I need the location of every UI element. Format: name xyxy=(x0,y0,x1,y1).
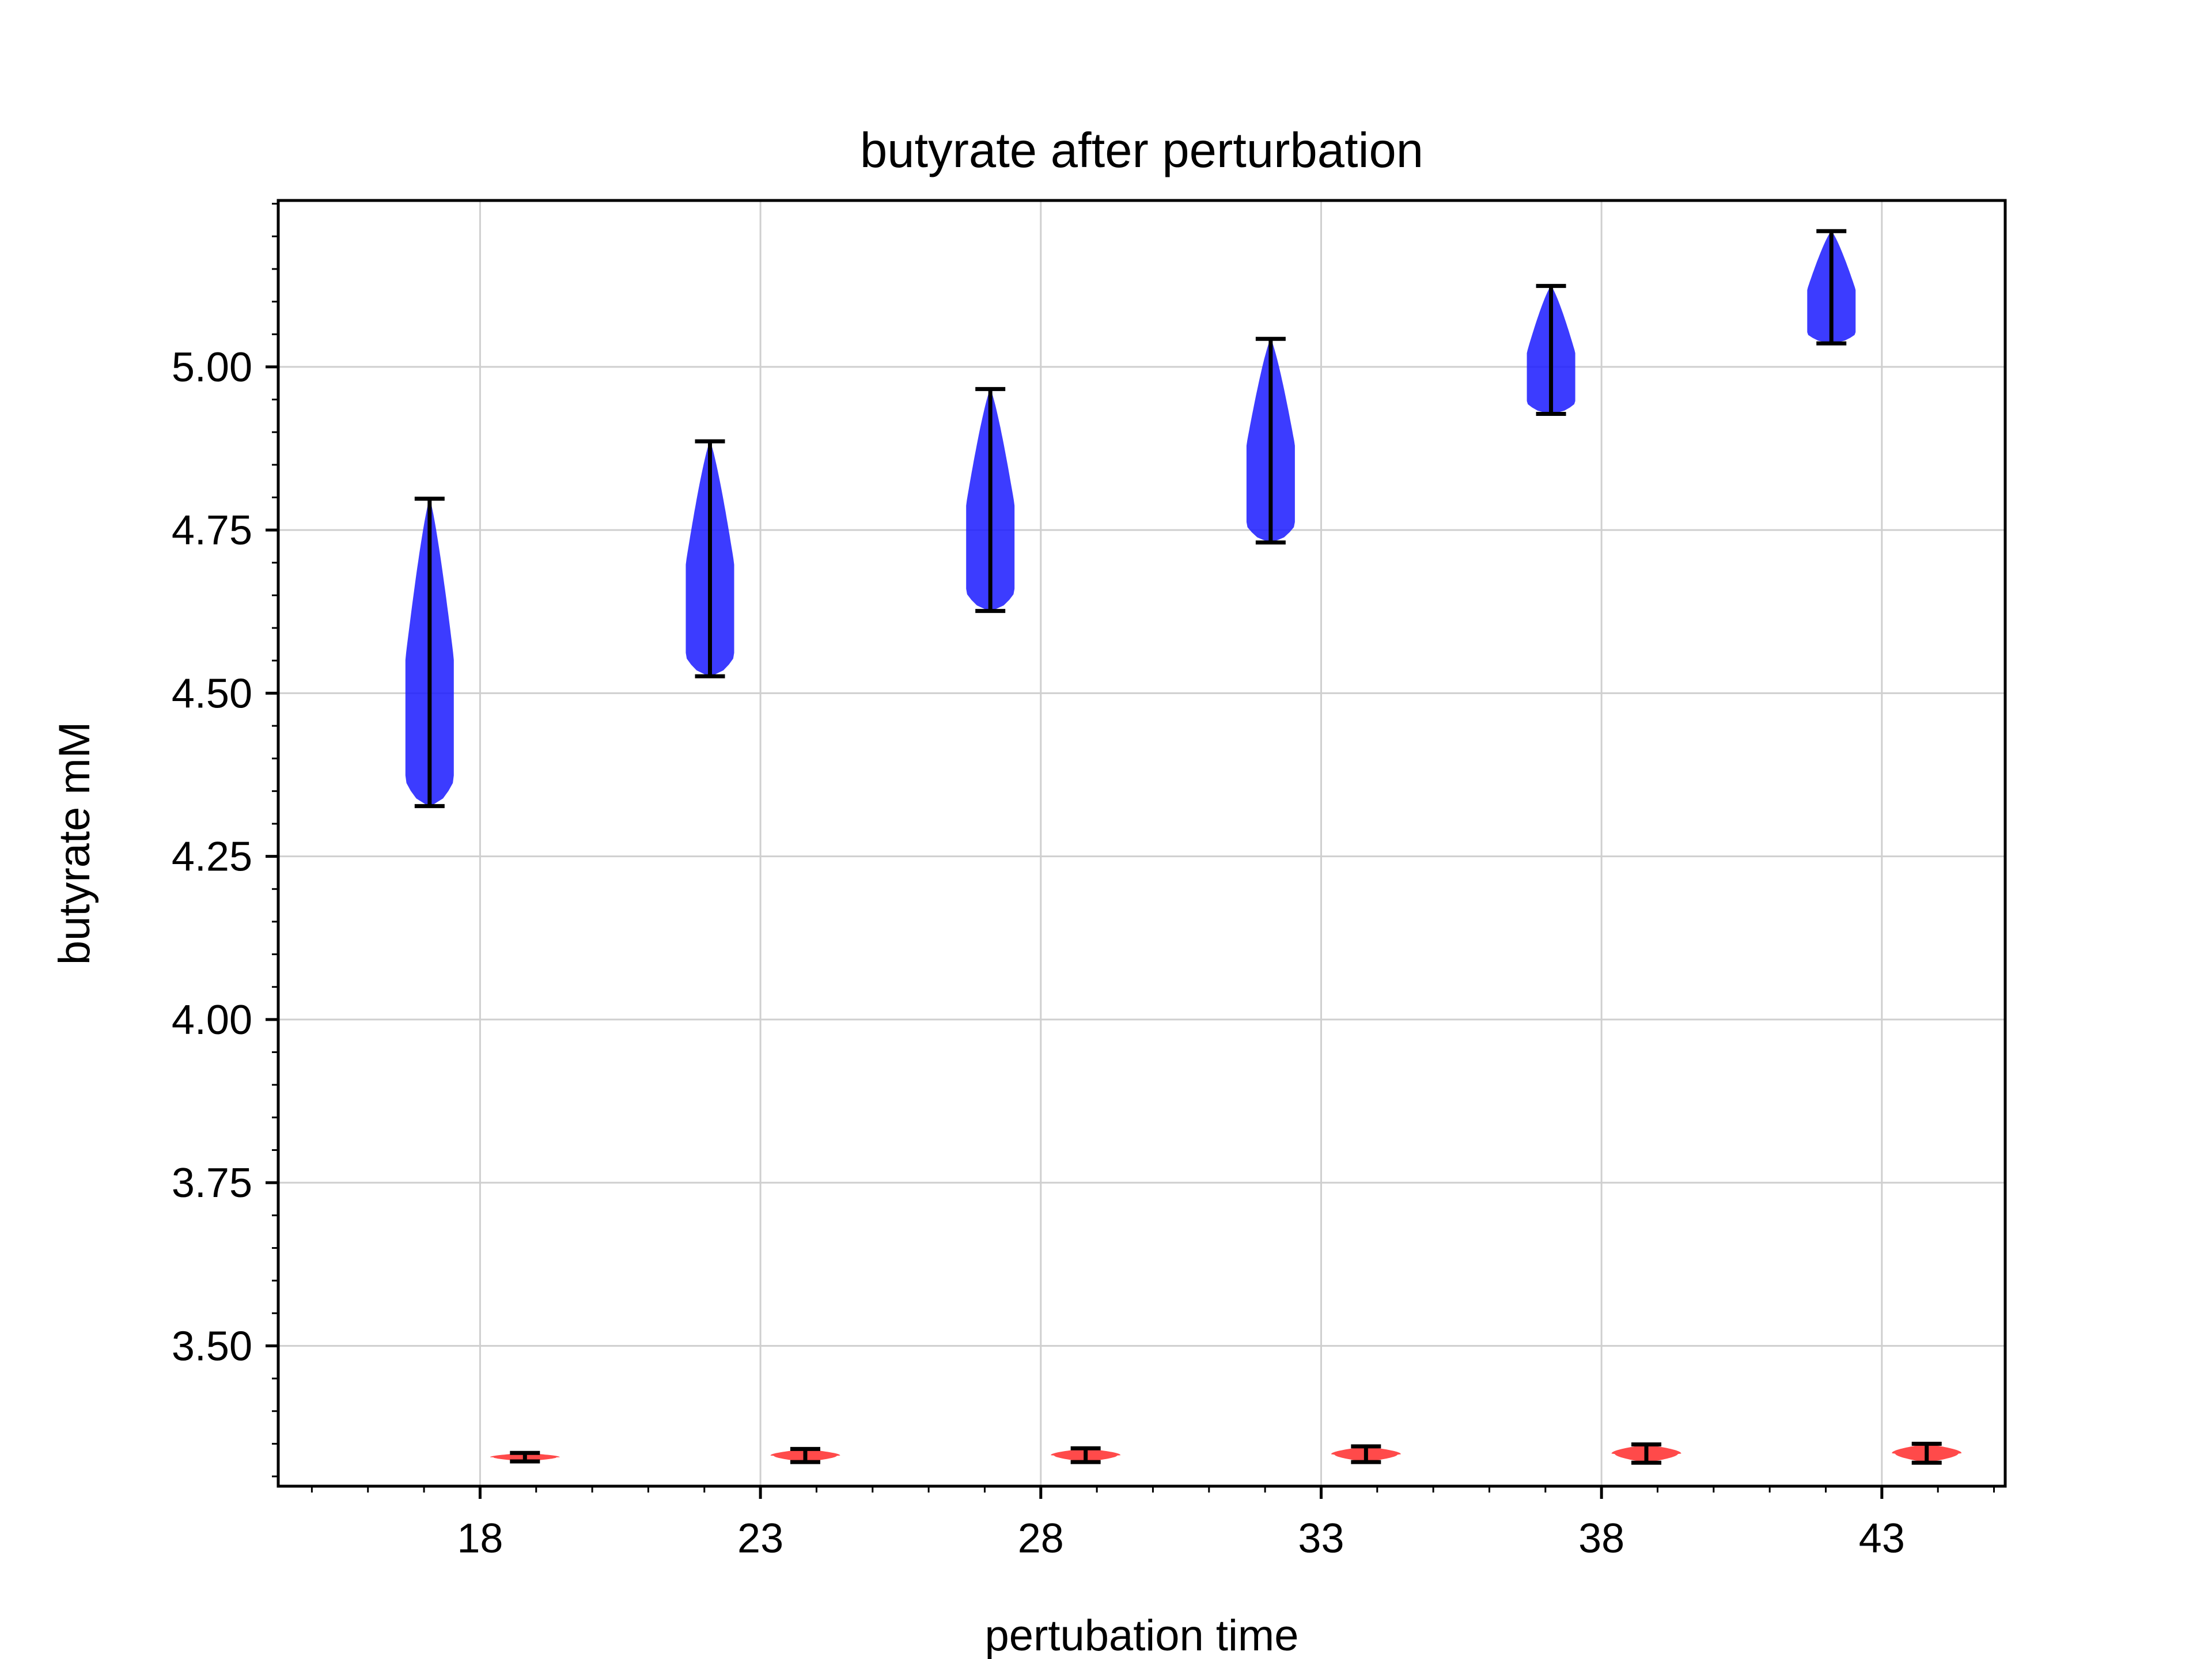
y-axis: 3.50 3.75 4.00 4.25 4.50 4.75 5.00 xyxy=(172,203,278,1478)
x-tick-label: 18 xyxy=(457,1516,503,1562)
x-tick-label: 43 xyxy=(1859,1516,1905,1562)
y-tick-label: 4.50 xyxy=(172,671,252,717)
x-axis: 18 23 28 33 38 43 xyxy=(310,1486,1995,1562)
y-tick-label: 3.75 xyxy=(172,1160,252,1206)
y-tick-label: 4.25 xyxy=(172,834,252,880)
y-axis-label: butyrate mM xyxy=(50,722,99,965)
x-axis-label: pertubation time xyxy=(985,1611,1299,1659)
violins xyxy=(405,229,1962,1465)
y-tick-label: 4.75 xyxy=(172,507,252,554)
x-tick-label: 28 xyxy=(1018,1516,1064,1562)
chart-title: butyrate after perturbation xyxy=(860,123,1423,178)
x-tick-label: 33 xyxy=(1298,1516,1344,1562)
y-tick-label: 3.50 xyxy=(172,1323,252,1369)
axes-frame xyxy=(276,199,2007,1488)
y-tick-label: 4.00 xyxy=(172,997,252,1043)
grid xyxy=(278,200,2005,1486)
x-tick-label: 38 xyxy=(1578,1516,1624,1562)
x-tick-label: 23 xyxy=(737,1516,783,1562)
y-tick-label: 5.00 xyxy=(172,344,252,391)
